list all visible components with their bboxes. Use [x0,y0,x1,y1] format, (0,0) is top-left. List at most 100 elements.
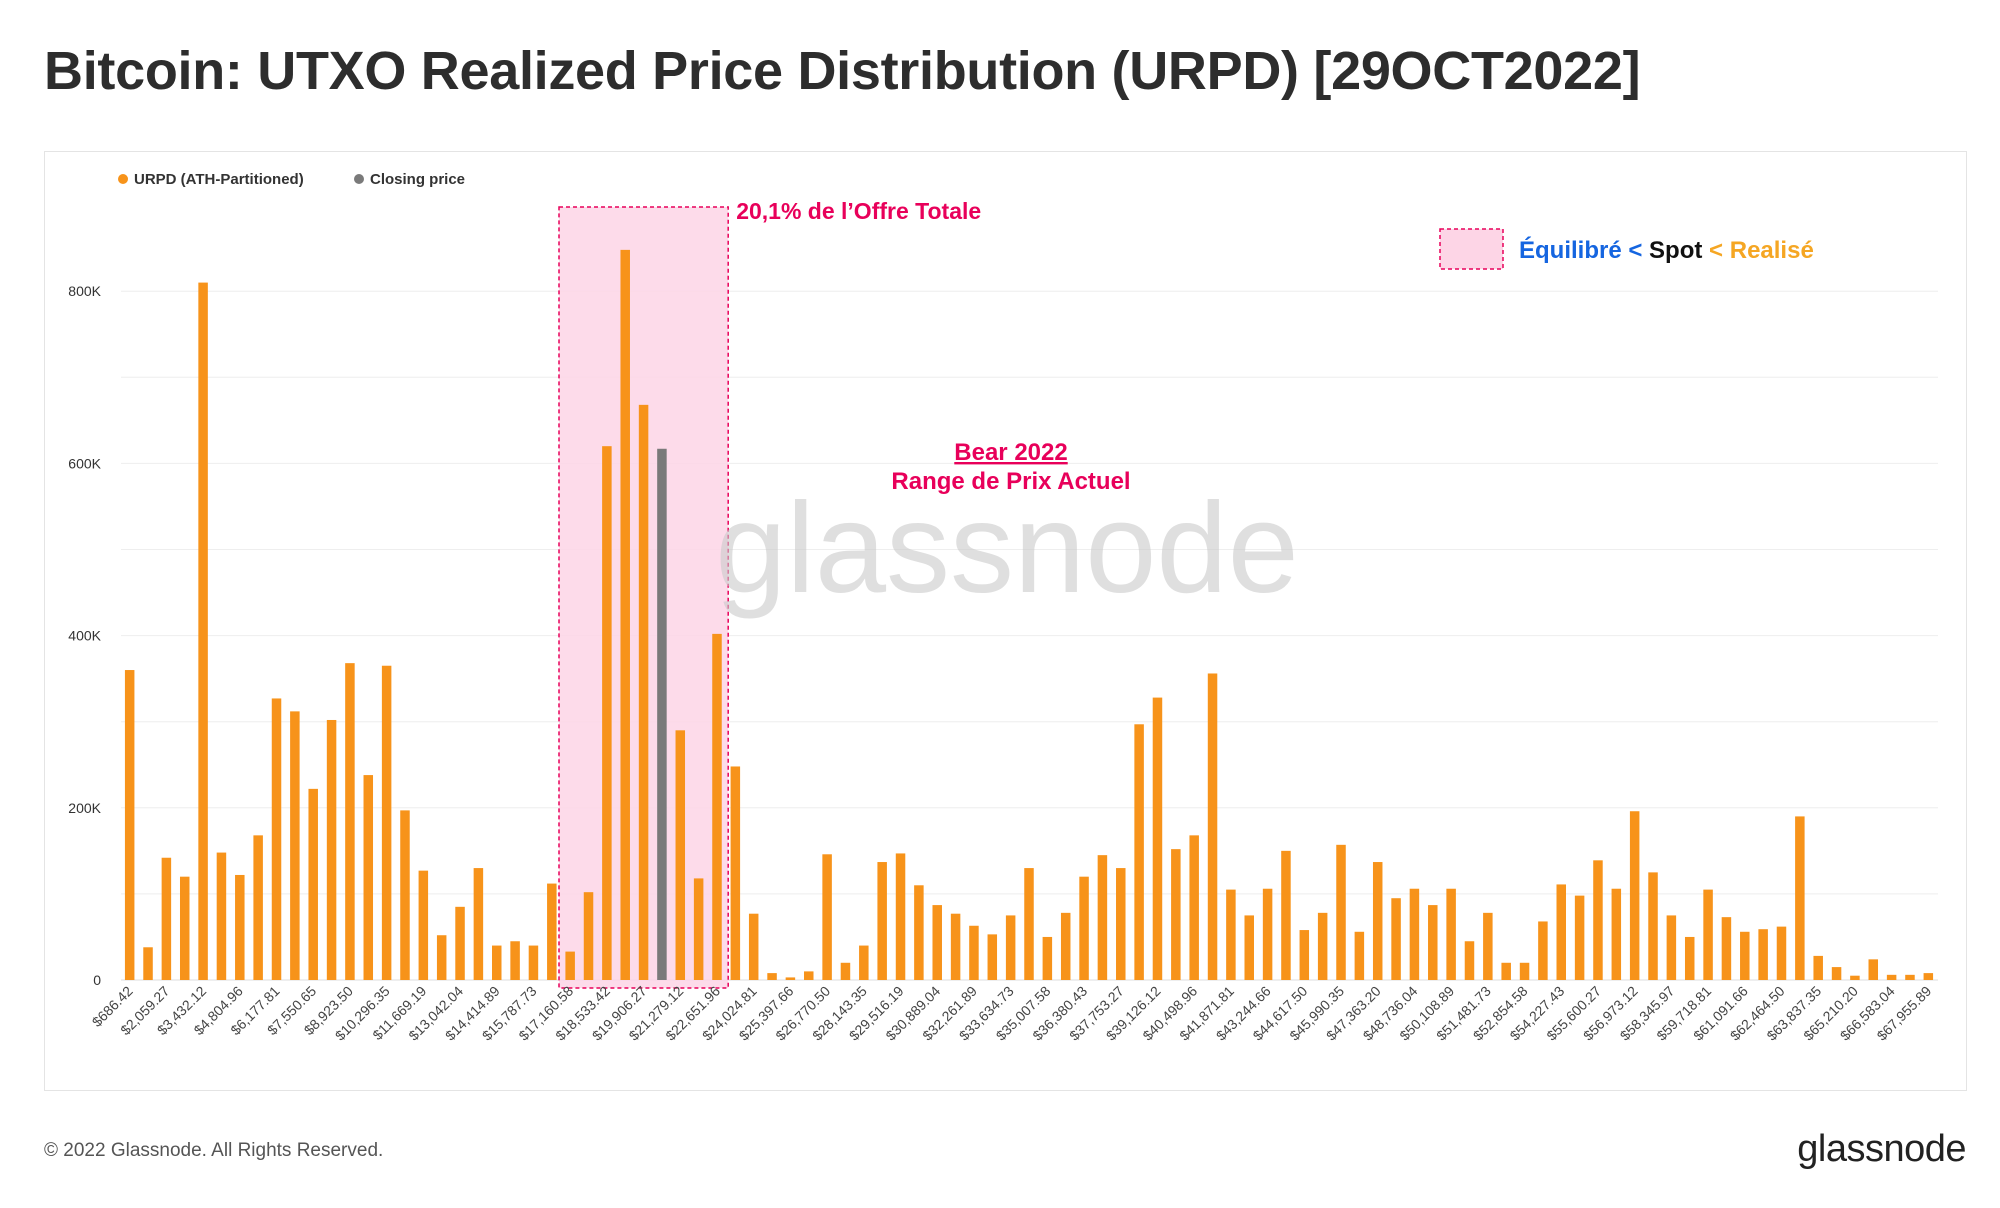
urpd-bar[interactable] [1024,868,1034,980]
legend-urpd-label[interactable]: URPD (ATH-Partitioned) [134,171,304,188]
urpd-bar[interactable] [1428,905,1438,980]
urpd-bar[interactable] [455,906,465,980]
urpd-bar[interactable] [473,868,484,980]
urpd-bar[interactable] [914,885,924,980]
urpd-bar[interactable] [1923,973,1934,980]
urpd-bar[interactable] [1905,974,1915,980]
urpd-bar[interactable] [969,925,979,980]
urpd-bar[interactable] [1703,889,1713,980]
urpd-bar[interactable] [1281,850,1291,980]
urpd-bar[interactable] [547,883,557,980]
urpd-bar[interactable] [510,941,520,980]
urpd-bar[interactable] [1262,888,1273,980]
urpd-bar[interactable] [1795,816,1805,980]
urpd-bar[interactable] [1391,898,1401,980]
urpd-bar[interactable] [1593,860,1603,980]
urpd-bar[interactable] [1226,889,1236,980]
urpd-bar[interactable] [840,962,851,980]
urpd-bar[interactable] [1501,962,1511,980]
urpd-bar[interactable] [492,945,502,980]
urpd-bar[interactable] [381,665,392,980]
urpd-bar[interactable] [326,719,337,980]
urpd-bar[interactable] [363,775,374,980]
urpd-bar[interactable] [1868,959,1879,980]
urpd-bar[interactable] [1721,917,1732,980]
urpd-bar[interactable] [693,878,704,980]
urpd-bar[interactable] [198,282,208,981]
urpd-bar[interactable] [877,862,887,980]
urpd-bar[interactable] [216,852,227,980]
urpd-bar[interactable] [1079,876,1089,980]
urpd-bar[interactable] [400,810,410,980]
urpd-bar[interactable] [1189,835,1199,980]
urpd-bar[interactable] [565,951,575,980]
urpd-bar[interactable] [1060,912,1071,980]
urpd-bar[interactable] [1684,936,1695,980]
urpd-bar[interactable] [271,698,282,980]
urpd-bar[interactable] [1831,967,1842,980]
urpd-bar[interactable] [1648,872,1658,981]
urpd-bar[interactable] [179,876,190,980]
urpd-bar[interactable] [235,874,245,980]
urpd-bar[interactable] [1372,862,1383,980]
urpd-bar[interactable] [1740,931,1750,980]
urpd-bar[interactable] [712,633,722,980]
legend-closing-label[interactable]: Closing price [370,171,465,188]
urpd-bar[interactable] [1354,931,1365,980]
urpd-bar[interactable] [1519,962,1530,980]
urpd-bar[interactable] [1574,895,1585,980]
urpd-bar[interactable] [785,977,796,980]
urpd-bar[interactable] [143,947,153,980]
urpd-bar[interactable] [308,788,318,980]
urpd-bar[interactable] [950,913,961,980]
urpd-bar[interactable] [1317,912,1328,980]
urpd-bar[interactable] [1556,884,1567,980]
urpd-bar[interactable] [1758,929,1768,980]
urpd-bar[interactable] [987,934,998,980]
urpd-bar[interactable] [1299,930,1310,980]
urpd-bar[interactable] [418,870,429,980]
urpd-bar[interactable] [1171,849,1181,980]
urpd-bar[interactable] [1611,888,1622,980]
urpd-bar[interactable] [730,766,741,980]
urpd-bar[interactable] [822,854,832,980]
urpd-bar[interactable] [161,857,172,980]
urpd-bar[interactable] [1446,888,1456,980]
urpd-bar[interactable] [583,892,594,980]
urpd-bar[interactable] [1097,855,1108,980]
urpd-bar[interactable] [436,935,447,980]
urpd-bar[interactable] [1409,888,1420,980]
urpd-bar[interactable] [124,670,135,980]
urpd-bar[interactable] [253,835,263,980]
urpd-bar[interactable] [1776,926,1787,980]
urpd-bar[interactable] [1207,673,1218,980]
urpd-bar[interactable] [804,971,814,980]
urpd-bar[interactable] [1464,941,1475,980]
urpd-bar[interactable] [620,249,630,980]
urpd-bar[interactable] [345,663,355,980]
urpd-bar[interactable] [1538,921,1548,980]
urpd-bar[interactable] [1134,724,1144,980]
urpd-bar[interactable] [1629,811,1640,980]
urpd-bar[interactable] [1850,975,1860,980]
urpd-bar[interactable] [1336,844,1346,980]
urpd-bar[interactable] [1886,974,1897,980]
urpd-bar[interactable] [602,446,612,980]
urpd-bar[interactable] [1116,868,1126,980]
urpd-bar[interactable] [1483,912,1493,980]
urpd-bar[interactable] [1152,697,1163,980]
urpd-bar[interactable] [1813,955,1823,980]
urpd-bar[interactable] [895,853,906,980]
urpd-bar[interactable] [1042,936,1053,980]
urpd-bar[interactable] [1666,915,1677,980]
urpd-bar[interactable] [1244,915,1254,980]
urpd-bar[interactable] [638,404,649,981]
glassnode-logo[interactable]: glassnode [1797,1128,1966,1170]
urpd-bar[interactable] [748,913,759,980]
urpd-bar[interactable] [932,905,942,980]
closing-price-bar[interactable] [657,448,667,980]
urpd-bar[interactable] [767,973,777,980]
urpd-bar[interactable] [290,711,300,980]
urpd-bar[interactable] [675,730,686,980]
urpd-bar[interactable] [859,945,869,980]
